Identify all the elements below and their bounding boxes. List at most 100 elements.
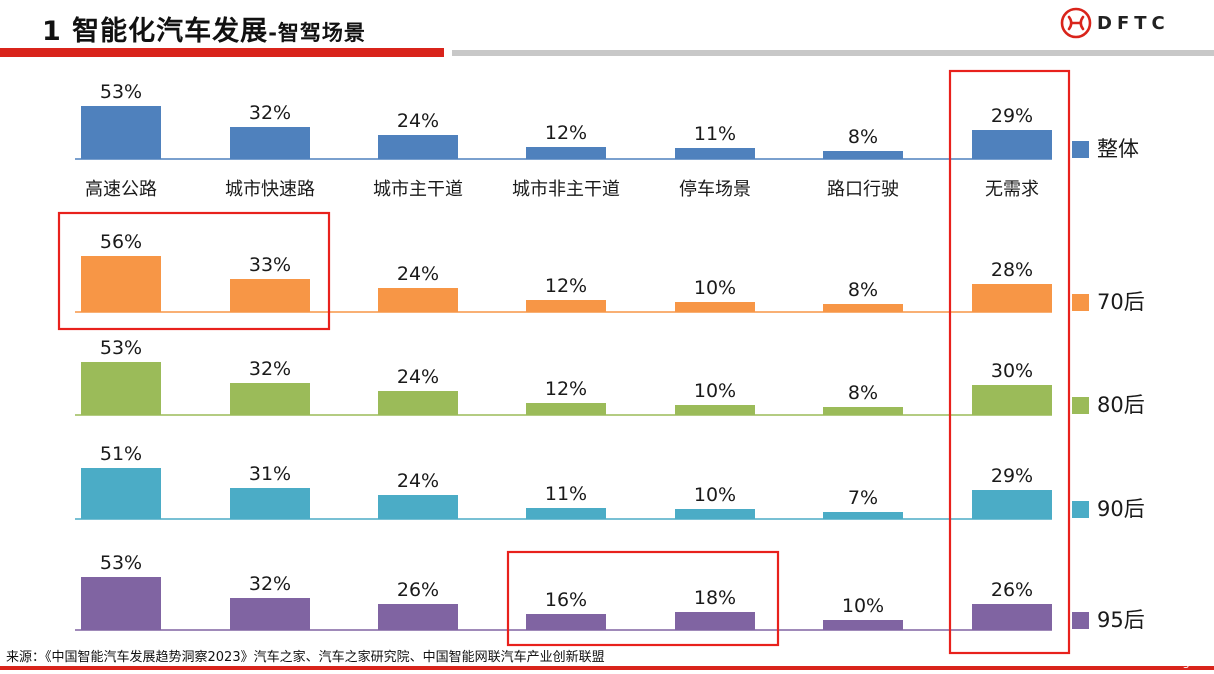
bar-s5-c5 — [675, 612, 755, 630]
data-label-s2-c4: 12% — [545, 275, 587, 297]
data-label-s2-c7: 28% — [991, 259, 1033, 281]
logo-text: DFTC — [1097, 12, 1170, 34]
bar-s3-c5 — [675, 405, 755, 415]
data-label-s3-c3: 24% — [397, 366, 439, 388]
header-divider — [452, 50, 1214, 56]
data-label-s4-c2: 31% — [249, 463, 291, 485]
data-label-s3-c2: 32% — [249, 358, 291, 380]
category-label-3: 城市主干道 — [373, 179, 463, 200]
bar-s5-c4 — [526, 614, 606, 630]
data-label-s4-c5: 10% — [694, 484, 736, 506]
data-label-s1-c4: 12% — [545, 122, 587, 144]
data-label-s3-c4: 12% — [545, 378, 587, 400]
bar-s3-c2 — [230, 383, 310, 415]
bar-s5-c7 — [972, 604, 1052, 630]
data-label-s2-c5: 10% — [694, 277, 736, 299]
page-title: 1 智能化汽车发展-智驾场景 — [42, 9, 366, 48]
category-label-6: 路口行驶 — [827, 179, 899, 200]
footer-accent-bar — [0, 666, 1214, 670]
bar-s2-c6 — [823, 304, 903, 312]
data-label-s5-c1: 53% — [100, 552, 142, 574]
bar-s1-c5 — [675, 148, 755, 159]
bar-s5-c3 — [378, 604, 458, 630]
page-number: 3 — [1183, 660, 1190, 671]
bar-s1-c4 — [526, 147, 606, 159]
data-label-s4-c4: 11% — [545, 483, 587, 505]
category-label-1: 高速公路 — [85, 179, 157, 200]
bar-s1-c1 — [81, 106, 161, 159]
data-label-s1-c3: 24% — [397, 110, 439, 132]
header-accent-bar — [0, 48, 444, 57]
legend-swatch-2 — [1072, 294, 1089, 311]
bar-s2-c4 — [526, 300, 606, 312]
bar-s5-c1 — [81, 577, 161, 630]
data-label-s3-c5: 10% — [694, 380, 736, 402]
data-label-s2-c6: 8% — [848, 279, 878, 301]
data-label-s1-c5: 11% — [694, 123, 736, 145]
legend-swatch-3 — [1072, 397, 1089, 414]
data-label-s1-c2: 32% — [249, 102, 291, 124]
category-label-2: 城市快速路 — [225, 179, 315, 200]
legend-label-3: 80后 — [1097, 393, 1145, 417]
bar-s4-c5 — [675, 509, 755, 519]
bar-s3-c7 — [972, 385, 1052, 415]
data-label-s5-c7: 26% — [991, 579, 1033, 601]
category-label-4: 城市非主干道 — [512, 179, 620, 200]
legend-label-1: 整体 — [1097, 137, 1139, 161]
data-label-s4-c3: 24% — [397, 470, 439, 492]
data-label-s5-c3: 26% — [397, 579, 439, 601]
bar-s3-c1 — [81, 362, 161, 415]
legend-swatch-5 — [1072, 612, 1089, 629]
data-label-s1-c1: 53% — [100, 81, 142, 103]
bar-s3-c3 — [378, 391, 458, 415]
bar-s2-c2 — [230, 279, 310, 312]
data-label-s1-c7: 29% — [991, 105, 1033, 127]
data-label-s4-c6: 7% — [848, 487, 878, 509]
bar-s4-c6 — [823, 512, 903, 519]
data-label-s1-c6: 8% — [848, 126, 878, 148]
data-label-s3-c7: 30% — [991, 360, 1033, 382]
legend-swatch-1 — [1072, 141, 1089, 158]
data-label-s3-c1: 53% — [100, 337, 142, 359]
data-label-s3-c6: 8% — [848, 382, 878, 404]
bar-s3-c4 — [526, 403, 606, 415]
source-note: 来源：《中国智能汽车发展趋势洞察2023》汽车之家、汽车之家研究院、中国智能网联… — [6, 650, 605, 665]
data-label-s2-c2: 33% — [249, 254, 291, 276]
title-sub: -智驾场景 — [268, 21, 366, 45]
data-label-s2-c1: 56% — [100, 231, 142, 253]
data-label-s2-c3: 24% — [397, 263, 439, 285]
category-label-5: 停车场景 — [679, 179, 751, 200]
legend-swatch-4 — [1072, 501, 1089, 518]
category-label-7: 无需求 — [985, 179, 1039, 200]
data-label-s5-c6: 10% — [842, 595, 884, 617]
bar-s4-c2 — [230, 488, 310, 519]
data-label-s4-c7: 29% — [991, 465, 1033, 487]
bar-s1-c2 — [230, 127, 310, 159]
bar-s1-c3 — [378, 135, 458, 159]
bar-s3-c6 — [823, 407, 903, 415]
bar-s4-c7 — [972, 490, 1052, 519]
data-label-s5-c2: 32% — [249, 573, 291, 595]
highlight-box-95s-city — [506, 550, 780, 647]
legend-label-5: 95后 — [1097, 608, 1145, 632]
highlight-box-no-demand — [948, 69, 1071, 655]
legend-label-2: 70后 — [1097, 290, 1145, 314]
bar-s4-c4 — [526, 508, 606, 519]
dongfeng-logo-icon — [1060, 7, 1092, 39]
title-main: 1 智能化汽车发展 — [42, 16, 269, 47]
bar-s2-c5 — [675, 302, 755, 312]
bar-s1-c6 — [823, 151, 903, 159]
data-label-s5-c5: 18% — [694, 587, 736, 609]
brand-logo: DFTC — [1060, 5, 1170, 41]
bar-s2-c7 — [972, 284, 1052, 312]
bar-s5-c6 — [823, 620, 903, 630]
data-label-s4-c1: 51% — [100, 443, 142, 465]
bar-s2-c3 — [378, 288, 458, 312]
bar-s2-c1 — [81, 256, 161, 312]
highlight-box-70s-highway — [57, 211, 331, 331]
legend-label-4: 90后 — [1097, 497, 1145, 521]
bar-s1-c7 — [972, 130, 1052, 159]
bar-s4-c1 — [81, 468, 161, 519]
data-label-s5-c4: 16% — [545, 589, 587, 611]
